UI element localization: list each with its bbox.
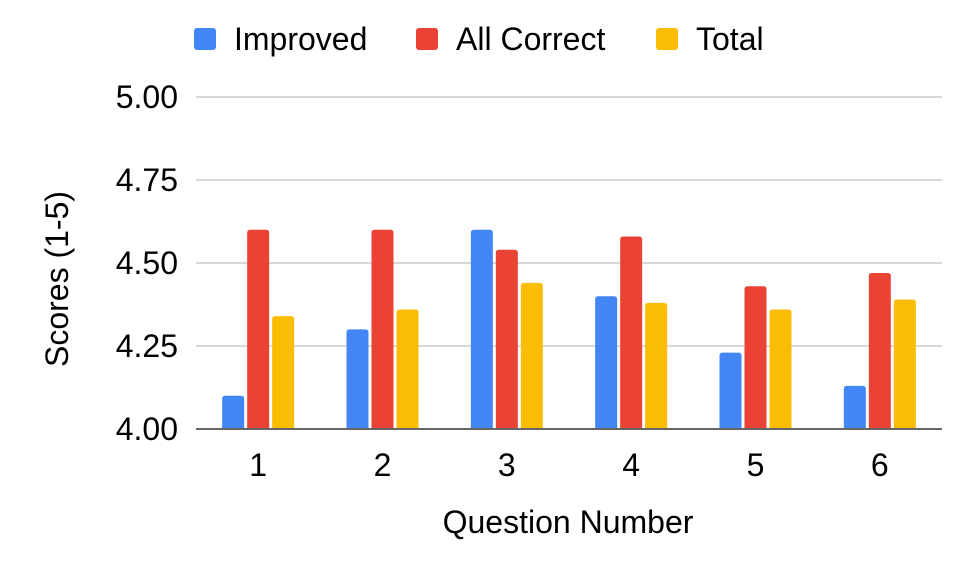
legend-swatch-total xyxy=(656,28,678,50)
bar-improved-q5 xyxy=(719,352,742,428)
bar-improved-q6 xyxy=(843,385,866,428)
y-axis-ticks: 4.00 4.25 4.50 4.75 5.00 xyxy=(116,79,178,447)
x-tick-label: 5 xyxy=(747,447,765,483)
y-axis-title: Scores (1-5) xyxy=(39,191,75,367)
bar-all-correct-q1 xyxy=(247,229,270,428)
bar-total-q3 xyxy=(520,282,543,428)
y-tick-label: 4.50 xyxy=(116,245,178,281)
bar-all-correct-q5 xyxy=(744,286,767,428)
bar-total-q4 xyxy=(645,302,668,428)
legend-swatch-improved xyxy=(194,28,216,50)
x-tick-label: 3 xyxy=(498,447,516,483)
legend-swatch-all-correct xyxy=(416,28,438,50)
x-tick-label: 1 xyxy=(249,447,267,483)
bar-all-correct-q6 xyxy=(868,272,891,428)
bar-improved-q3 xyxy=(470,229,493,428)
x-axis-ticks: 1 2 3 4 5 6 xyxy=(249,447,888,483)
legend-label-improved: Improved xyxy=(234,21,367,57)
y-tick-label: 4.00 xyxy=(116,411,178,447)
bar-all-correct-q2 xyxy=(371,229,394,428)
bars xyxy=(222,229,916,428)
bar-total-q2 xyxy=(396,309,419,428)
bar-total-q1 xyxy=(272,316,295,428)
bar-improved-q4 xyxy=(595,296,618,428)
y-tick-label: 5.00 xyxy=(116,79,178,115)
bar-all-correct-q4 xyxy=(620,236,643,428)
bar-improved-q2 xyxy=(346,329,369,428)
x-axis-title: Question Number xyxy=(443,504,694,540)
bar-total-q5 xyxy=(769,309,792,428)
x-tick-label: 2 xyxy=(374,447,392,483)
bar-improved-q1 xyxy=(222,395,245,428)
legend-label-total: Total xyxy=(696,21,764,57)
bar-all-correct-q3 xyxy=(495,249,518,428)
y-tick-label: 4.25 xyxy=(116,328,178,364)
x-tick-label: 4 xyxy=(622,447,640,483)
x-tick-label: 6 xyxy=(871,447,889,483)
legend: Improved All Correct Total xyxy=(194,21,764,57)
gridlines xyxy=(196,96,942,430)
y-tick-label: 4.75 xyxy=(116,162,178,198)
legend-label-all-correct: All Correct xyxy=(456,21,605,57)
bar-total-q6 xyxy=(893,299,916,428)
